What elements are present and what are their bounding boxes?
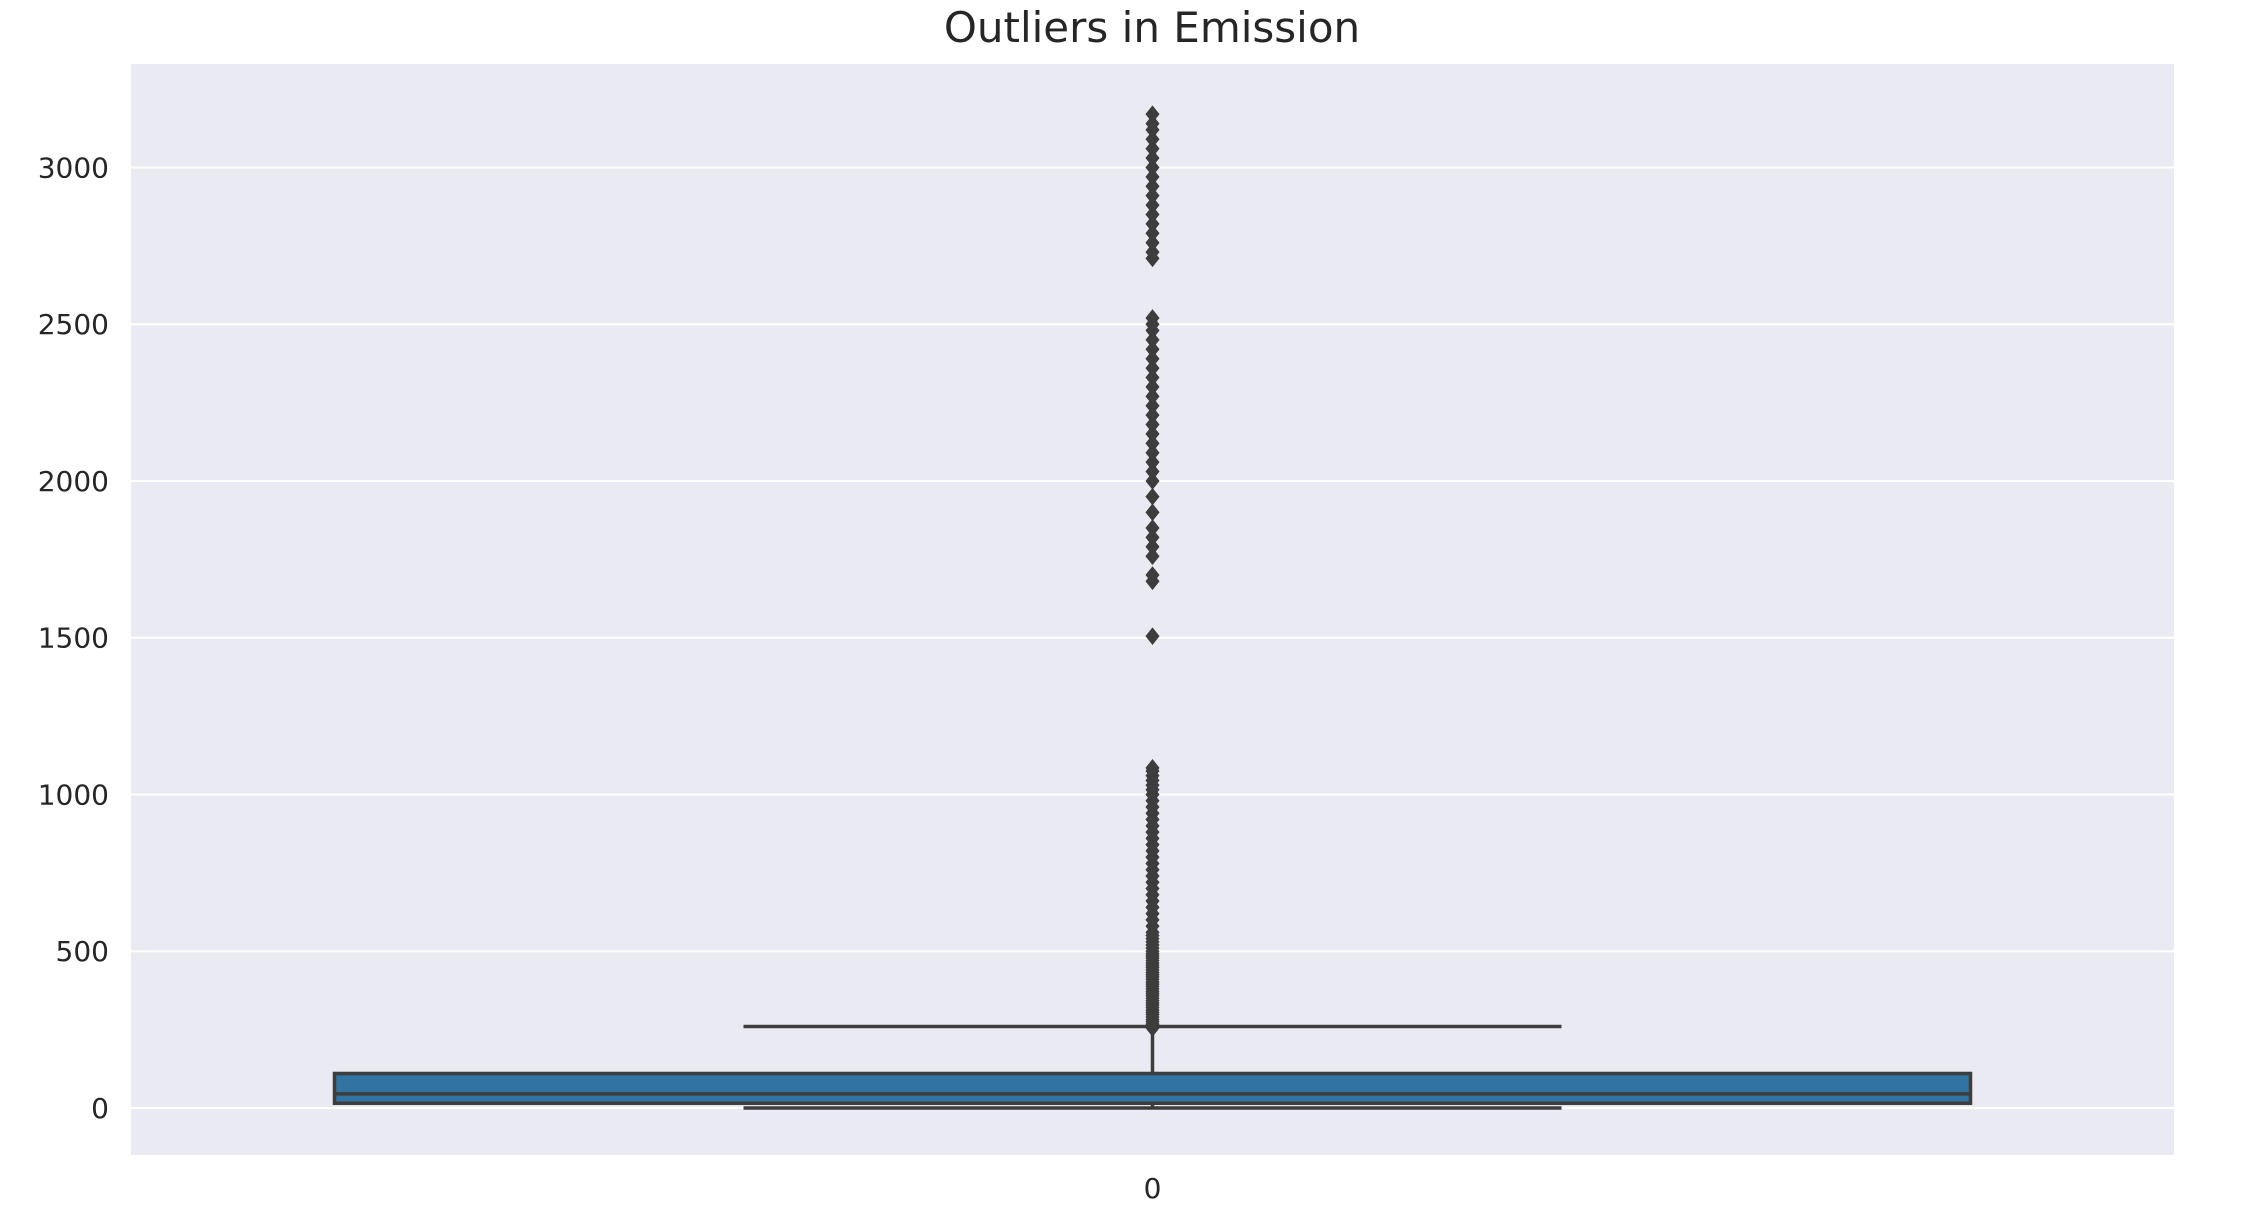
outlier-point bbox=[1145, 114, 1160, 133]
y-tick-label: 3000 bbox=[38, 151, 109, 184]
y-tick-label: 2000 bbox=[38, 465, 109, 498]
outlier-point bbox=[1145, 472, 1160, 490]
outlier-point bbox=[1145, 406, 1160, 424]
outlier-point bbox=[1145, 349, 1160, 368]
outlier-point bbox=[1145, 331, 1160, 349]
outlier-point bbox=[1145, 528, 1160, 547]
outlier-point bbox=[1145, 340, 1160, 359]
chart-title: Outliers in Emission bbox=[944, 3, 1360, 52]
outlier-point bbox=[1145, 759, 1160, 777]
outlier-point bbox=[1145, 487, 1160, 506]
outlier-point bbox=[1145, 462, 1160, 481]
outlier-point bbox=[1145, 443, 1160, 462]
outlier-point bbox=[1145, 196, 1160, 214]
iqr-box bbox=[332, 1071, 1973, 1106]
outlier-point bbox=[1145, 396, 1160, 415]
outlier-point bbox=[1145, 359, 1160, 377]
y-tick-label: 2500 bbox=[38, 308, 109, 341]
outlier-point bbox=[1145, 233, 1160, 252]
plot-area: 0 500 1000 1500 2000 2500 3000 0 bbox=[38, 64, 2174, 1205]
outlier-point bbox=[1145, 224, 1160, 243]
outlier-point bbox=[1145, 215, 1160, 233]
outlier-point bbox=[1145, 453, 1160, 471]
outlier-point bbox=[1145, 415, 1160, 434]
outlier-point bbox=[1145, 387, 1160, 406]
outlier-point bbox=[1145, 434, 1160, 453]
outlier-point bbox=[1145, 566, 1160, 584]
outlier-point bbox=[1145, 139, 1160, 158]
outlier-point bbox=[1145, 130, 1160, 149]
outlier-point bbox=[1145, 503, 1160, 522]
y-tick-label: 500 bbox=[56, 935, 109, 968]
outlier-point bbox=[1145, 425, 1160, 443]
outlier-point bbox=[1145, 243, 1160, 261]
outlier-point bbox=[1145, 309, 1160, 327]
x-tick-label: 0 bbox=[1144, 1172, 1162, 1205]
outlier-point bbox=[1145, 105, 1160, 123]
y-tick-label: 1000 bbox=[38, 778, 109, 811]
outlier-point bbox=[1145, 627, 1160, 645]
outlier-point bbox=[1145, 519, 1160, 537]
outlier-point bbox=[1145, 177, 1160, 196]
outlier-point bbox=[1145, 537, 1160, 556]
outlier-point bbox=[1145, 205, 1160, 224]
outlier-point bbox=[1145, 547, 1160, 566]
outlier-point bbox=[1145, 186, 1160, 205]
y-tick-label: 0 bbox=[91, 1092, 109, 1125]
outlier-point bbox=[1145, 149, 1160, 167]
outlier-point bbox=[1145, 168, 1160, 186]
outlier-point bbox=[1145, 378, 1160, 396]
outlier-point bbox=[1145, 368, 1160, 387]
outlier-point bbox=[1145, 158, 1160, 177]
y-tick-label: 1500 bbox=[38, 622, 109, 655]
